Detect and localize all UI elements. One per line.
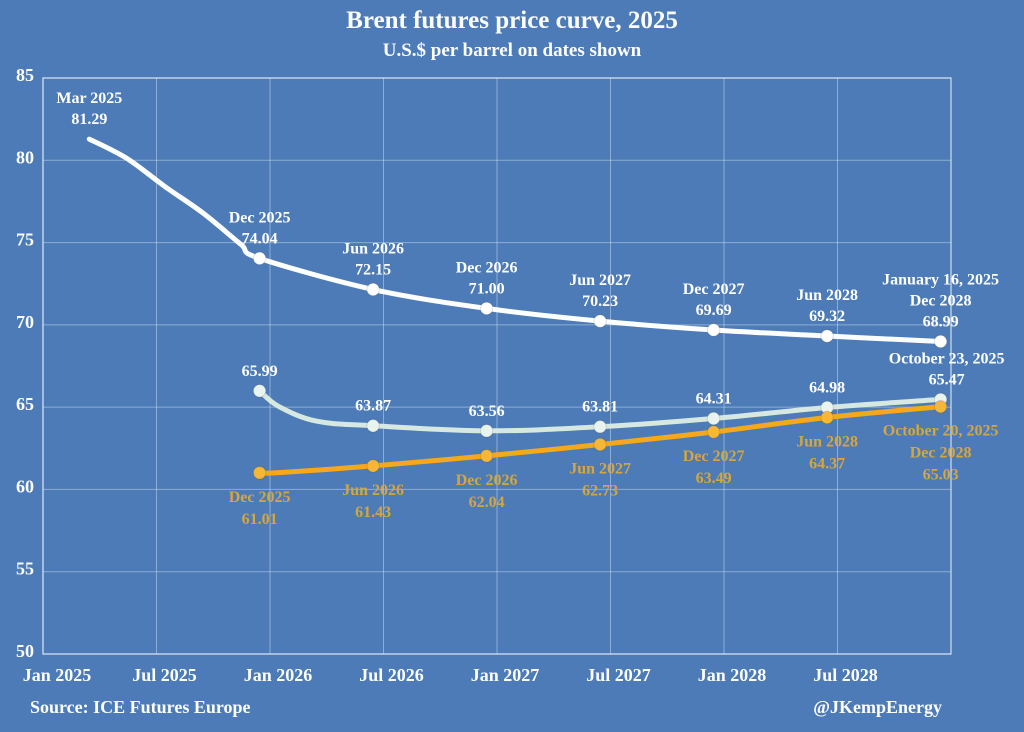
data-point-label: October 23, 2025	[889, 350, 1005, 367]
data-point-label: October 20, 2025	[883, 423, 999, 440]
data-point-label: 72.15	[355, 261, 391, 278]
data-point-label: Jun 2028	[796, 434, 858, 451]
data-point-label: Dec 2027	[683, 281, 745, 298]
data-point-label: 61.01	[242, 511, 278, 528]
data-point-marker	[820, 329, 834, 343]
data-point-label: 64.37	[809, 456, 845, 473]
y-tick-label: 75	[16, 230, 34, 250]
x-tick-label: Jan 2025	[23, 665, 92, 685]
data-point-marker	[933, 334, 948, 349]
y-tick-label: 50	[16, 641, 34, 661]
data-point-marker	[593, 314, 607, 328]
data-point-marker	[706, 411, 721, 426]
plot-border	[42, 77, 952, 655]
data-point-marker	[479, 449, 494, 463]
x-tick-label: Jul 2026	[359, 665, 424, 685]
y-tick-label: 55	[16, 559, 34, 579]
data-point-label: 69.32	[809, 308, 845, 325]
data-point-label: 62.73	[582, 483, 618, 500]
data-point-marker	[252, 384, 267, 398]
x-tick-label: Jan 2026	[244, 665, 313, 685]
data-point-label: 74.04	[242, 230, 278, 247]
chart-title: Brent futures price curve, 2025	[346, 7, 678, 34]
x-tick-label: Jan 2027	[471, 665, 540, 685]
data-point-marker	[366, 282, 380, 297]
x-tick-label: Jul 2028	[813, 665, 878, 685]
data-point-label: Jun 2026	[342, 240, 404, 257]
data-point-marker	[479, 301, 494, 316]
source-credit: Source: ICE Futures Europe	[30, 697, 251, 717]
data-point-label: 63.56	[469, 403, 505, 420]
series-line-1	[257, 388, 944, 434]
y-tick-label: 70	[16, 312, 34, 332]
data-point-label: Dec 2026	[456, 259, 518, 276]
data-point-marker	[366, 459, 380, 473]
data-point-label: 64.31	[696, 390, 732, 407]
data-point-label: January 16, 2025	[882, 271, 999, 288]
data-point-marker	[706, 323, 721, 337]
data-point-label: 65.03	[923, 467, 959, 484]
data-point-marker	[706, 425, 721, 439]
data-point-label: 62.04	[469, 494, 505, 511]
data-point-marker	[933, 399, 948, 414]
x-tick-label: Jul 2027	[586, 665, 651, 685]
data-point-label: Jun 2027	[569, 272, 631, 289]
data-point-label: Dec 2026	[456, 472, 518, 489]
data-point-marker	[820, 410, 834, 425]
data-point-label: 70.23	[582, 293, 618, 310]
data-point-label: Jun 2027	[569, 461, 631, 478]
data-point-label: 65.47	[929, 371, 965, 388]
y-tick-label: 65	[16, 394, 34, 414]
data-point-label: 63.87	[355, 398, 391, 415]
author-handle: @JKempEnergy	[813, 697, 942, 717]
data-point-marker	[479, 424, 494, 438]
data-point-label: Dec 2028	[910, 445, 972, 462]
data-point-label: 68.99	[923, 313, 959, 330]
data-point-label: 69.69	[696, 302, 732, 319]
chart-subtitle: U.S.$ per barrel on dates shown	[382, 40, 642, 61]
data-point-label: Mar 2025	[56, 90, 122, 107]
y-tick-label: 60	[16, 476, 34, 496]
x-tick-label: Jul 2025	[132, 665, 197, 685]
data-point-marker	[593, 437, 607, 452]
data-point-label: 63.49	[696, 470, 732, 487]
data-point-label: Dec 2025	[229, 489, 291, 506]
data-point-label: 64.98	[809, 379, 845, 396]
data-point-label: Dec 2027	[683, 448, 745, 465]
data-point-label: Jun 2028	[796, 287, 858, 304]
y-tick-label: 80	[16, 147, 34, 167]
data-point-label: 63.81	[582, 399, 618, 416]
data-point-label: 65.99	[242, 363, 278, 380]
data-point-label: 71.00	[469, 280, 505, 297]
y-tick-label: 85	[16, 65, 34, 85]
data-point-marker	[366, 419, 380, 433]
data-point-marker	[252, 251, 267, 266]
data-point-marker	[252, 466, 267, 480]
data-point-label: 81.29	[71, 111, 107, 128]
data-point-label: Dec 2025	[229, 209, 291, 226]
x-tick-label: Jan 2028	[698, 665, 767, 685]
data-point-label: 61.43	[355, 504, 391, 521]
data-point-label: Jun 2026	[342, 482, 404, 499]
data-point-label: Dec 2028	[910, 292, 972, 309]
data-point-marker	[593, 420, 607, 434]
